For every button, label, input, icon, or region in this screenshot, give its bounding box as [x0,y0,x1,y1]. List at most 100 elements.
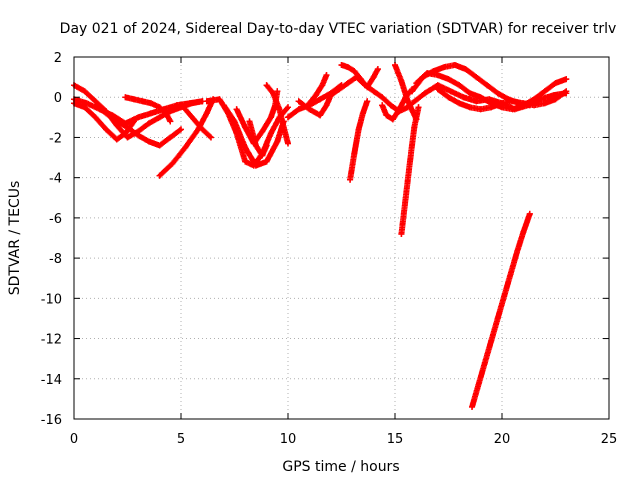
data-point [145,120,152,127]
data-point [434,72,441,79]
data-point [344,80,351,87]
data-point [156,114,163,121]
data-point [486,96,493,103]
data-point [374,66,381,73]
data-point [167,108,174,115]
data-point [541,100,548,107]
data-point [122,94,129,101]
data-point [190,116,197,123]
data-point [169,160,176,167]
y-tick-label: -8 [49,252,62,267]
data-point [473,74,480,81]
data-point [263,82,270,89]
data-point [456,100,463,107]
series-trace-7 [182,106,214,141]
data-point [274,88,281,95]
data-point [466,104,473,111]
data-point [488,104,495,111]
data-point [563,76,570,83]
data-point [327,92,334,99]
data-point [280,124,287,131]
data-series [71,62,570,410]
data-point [520,100,527,107]
data-point [233,106,240,113]
series-trace-21 [398,104,422,237]
data-point [216,96,223,103]
series-markers [469,210,533,410]
series-trace-25 [434,86,570,113]
data-point [466,90,473,97]
data-point [81,88,88,95]
data-point [242,124,249,131]
y-tick-label: -12 [41,333,62,348]
series-trace-12 [263,82,291,147]
data-point [323,72,330,79]
data-point [103,110,110,117]
data-point [379,102,386,109]
data-point [499,100,505,107]
data-point [124,124,131,131]
data-point [231,118,238,125]
data-point [520,228,527,235]
data-point [220,102,227,109]
data-point [306,106,313,113]
data-point [398,230,405,237]
data-point [413,80,420,87]
data-point [389,116,396,123]
data-point [295,106,302,113]
data-point [364,98,371,105]
data-point [511,106,518,113]
data-point [263,142,270,149]
data-point [317,112,324,119]
data-point [92,114,99,121]
data-point [531,102,538,109]
y-tick-label: -14 [41,373,62,388]
data-point [306,100,313,107]
data-point [383,112,390,119]
data-point [351,68,358,75]
chart-title: Day 021 of 2024, Sidereal Day-to-day VTE… [60,21,617,37]
data-point [285,104,291,111]
data-point [182,106,189,113]
data-point [259,128,266,135]
data-point [441,64,448,71]
data-point [477,106,484,113]
data-point [122,130,129,137]
y-tick-label: 2 [54,51,62,66]
data-point [319,82,326,89]
data-point [295,98,302,105]
data-point [344,64,351,71]
data-point [103,126,110,133]
data-point [270,90,277,97]
data-point [199,126,206,133]
data-point [387,102,394,109]
data-point [267,130,274,137]
data-point [347,176,354,183]
y-tick-label: -6 [49,212,62,227]
data-point [379,94,386,101]
data-point [246,118,253,125]
data-point [362,82,369,89]
series-trace-5 [122,94,174,125]
data-point [148,110,155,117]
data-point [252,142,259,149]
data-point [83,100,90,107]
data-point [113,136,120,143]
series-trace-4 [92,102,184,149]
data-point [392,62,398,69]
data-point [338,62,345,69]
data-point [182,144,189,151]
data-point [351,150,358,157]
data-point [252,162,259,169]
data-point [552,80,559,87]
data-point [312,92,319,99]
data-point [396,106,403,113]
data-point [424,70,431,77]
data-point [156,172,163,179]
data-point [285,140,291,147]
data-point [462,66,469,73]
data-point [242,158,249,165]
data-point [139,98,146,105]
